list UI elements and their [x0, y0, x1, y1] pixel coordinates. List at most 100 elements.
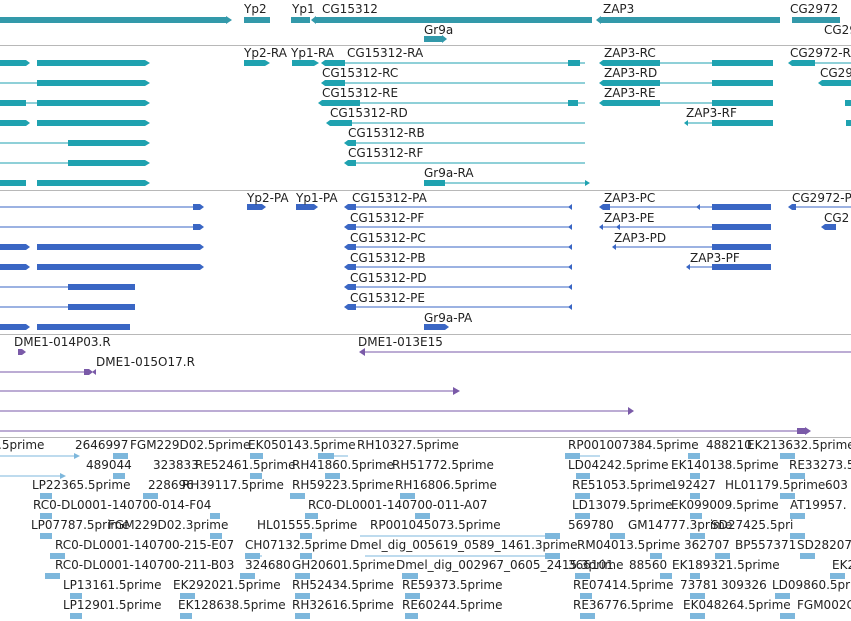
est-feature-10[interactable] [325, 473, 340, 479]
feature-label-ch07132-5prime[interactable]: CH07132.5prime [245, 538, 347, 552]
transcript-left-b-6[interactable] [0, 324, 130, 330]
feature-label-gm14777-3prime[interactable]: GM14777.3prime [628, 518, 732, 532]
feature-label-rc0-dl0001-140700-215-e07[interactable]: RC0-DL0001-140700-215-E07 [55, 538, 234, 552]
feature-label-ld09860-5pri[interactable]: LD09860.5pri [772, 578, 851, 592]
feature-label-yp2-pa[interactable]: Yp2-PA [246, 191, 289, 205]
transcript-cg15312-a-4[interactable] [344, 140, 585, 146]
est-feature-43[interactable] [240, 573, 255, 579]
est-feature-18[interactable] [575, 493, 590, 499]
transcript-cg2972-b[interactable] [788, 204, 851, 210]
feature-label-309326[interactable]: 309326 [721, 578, 767, 592]
feature-label-fgm002c[interactable]: FGM002C [797, 598, 851, 612]
transcript-left-b-3[interactable] [0, 264, 204, 270]
est-feature-30[interactable] [300, 533, 312, 539]
feature-label-ek189321-5prime[interactable]: EK189321.5prime [672, 558, 780, 572]
feature-label-cg2972[interactable]: CG2972 [790, 2, 838, 16]
est-feature-1[interactable] [113, 453, 128, 459]
transcript-zap3-b-0[interactable] [599, 204, 771, 210]
est-feature-49[interactable] [830, 573, 845, 579]
feature-label-cg2972-p[interactable]: CG2972-P [792, 191, 851, 205]
feature-label-192427[interactable]: 192427 [670, 478, 716, 492]
transcript-left-b-1[interactable] [0, 224, 204, 230]
clone-dme1-013e15[interactable] [359, 348, 851, 356]
transcript-left-b-0[interactable] [0, 204, 204, 210]
est-feature-15[interactable] [143, 493, 158, 499]
transcript-left-a-0[interactable] [0, 60, 150, 66]
gene-bar-gr9a[interactable] [424, 35, 447, 43]
est-feature-44[interactable] [295, 573, 310, 579]
est-feature-7[interactable] [0, 473, 66, 479]
feature-label-228696[interactable]: 228696 [148, 478, 194, 492]
feature-label-re07414-5prime[interactable]: RE07414.5prime [573, 578, 674, 592]
transcript-left-b-4[interactable] [0, 284, 135, 290]
est-feature-42[interactable] [45, 573, 60, 579]
feature-label-cg29[interactable]: CG29 [824, 23, 851, 37]
est-feature-38[interactable] [365, 553, 560, 559]
feature-label-zap3[interactable]: ZAP3 [603, 2, 634, 16]
feature-label-dmel-dig-005619-0589-1461-3prime[interactable]: Dmel_dig_005619_0589_1461.3prime [350, 538, 578, 552]
transcript-left-a-3[interactable] [0, 120, 150, 126]
feature-label-ek213632-5prime[interactable]: EK213632.5prime [747, 438, 851, 452]
feature-label-yp1-ra[interactable]: Yp1-RA [290, 46, 335, 60]
feature-label-gr9a-pa[interactable]: Gr9a-PA [424, 311, 473, 325]
feature-label-lp12901-5prime[interactable]: LP12901.5prime [63, 598, 162, 612]
est-feature-52[interactable] [295, 593, 310, 599]
transcript-cg15312-a-0[interactable] [321, 60, 585, 66]
est-feature-60[interactable] [405, 613, 418, 619]
gene-bar-zap3[interactable] [596, 16, 780, 24]
est-feature-31[interactable] [360, 533, 560, 539]
est-feature-32[interactable] [610, 533, 625, 539]
est-feature-57[interactable] [70, 613, 82, 619]
feature-label-zap3-rf[interactable]: ZAP3-RF [686, 106, 737, 120]
est-feature-4[interactable] [565, 453, 600, 459]
feature-label-cg15312[interactable]: CG15312 [322, 2, 378, 16]
feature-label-zap3-pc[interactable]: ZAP3-PC [604, 191, 655, 205]
feature-label-cg15312-ra[interactable]: CG15312-RA [347, 46, 424, 60]
feature-label-rh39117-5prime[interactable]: RH39117.5prime [182, 478, 284, 492]
est-feature-26[interactable] [690, 513, 702, 519]
transcript-zap3-a-2[interactable] [599, 100, 773, 106]
feature-label-ek2[interactable]: EK2 [832, 558, 851, 572]
feature-label-cg15312-pa[interactable]: CG15312-PA [352, 191, 428, 205]
transcript-yp1-ra[interactable] [292, 60, 319, 66]
feature-label-dme1-014p03-r[interactable]: DME1-014P03.R [14, 335, 111, 349]
feature-label-rh59223-5prime[interactable]: RH59223.5prime [292, 478, 394, 492]
clone-row-431[interactable] [0, 427, 811, 435]
gene-bar-yp1[interactable] [291, 17, 310, 23]
feature-label-cg15312-pc[interactable]: CG15312-PC [350, 231, 426, 245]
feature-label-362707[interactable]: 362707 [684, 538, 730, 552]
feature-label-ek099009-5prime[interactable]: EK099009.5prime [671, 498, 779, 512]
feature-label-zap3-re[interactable]: ZAP3-RE [604, 86, 656, 100]
transcript-zap3-a-1[interactable] [599, 80, 773, 86]
transcript-left-a-5[interactable] [0, 160, 150, 166]
est-feature-28[interactable] [40, 533, 52, 539]
est-feature-17[interactable] [400, 493, 415, 499]
est-feature-46[interactable] [575, 573, 590, 579]
feature-label-rm04013-5prime[interactable]: RM04013.5prime [577, 538, 680, 552]
feature-label-569780[interactable]: 569780 [568, 518, 614, 532]
est-feature-36[interactable] [245, 553, 262, 559]
est-feature-47[interactable] [660, 573, 672, 579]
transcript-left-a-4[interactable] [0, 140, 150, 146]
feature-label-at19957[interactable]: AT19957. [790, 498, 847, 512]
feature-label-rh52434-5prime[interactable]: RH52434.5prime [292, 578, 394, 592]
est-feature-12[interactable] [690, 473, 700, 479]
feature-label-re60244-5prime[interactable]: RE60244.5prime [402, 598, 503, 612]
feature-label-366101[interactable]: 366101 [568, 558, 614, 572]
transcript-zap3-b-3[interactable] [686, 264, 771, 270]
est-feature-22[interactable] [210, 513, 220, 519]
feature-label-rh16806-5prime[interactable]: RH16806.5prime [395, 478, 497, 492]
feature-label-hl01555-5prime[interactable]: HL01555.5prime [257, 518, 357, 532]
est-feature-53[interactable] [405, 593, 420, 599]
feature-label-cg2972-ra[interactable]: CG2972-RA [790, 46, 851, 60]
feature-label-88560[interactable]: 88560 [629, 558, 667, 572]
transcript-cg15312-a-2[interactable] [318, 100, 585, 106]
est-feature-8[interactable] [113, 473, 125, 479]
feature-label-zap3-rd[interactable]: ZAP3-RD [604, 66, 657, 80]
feature-label-re59373-5prime[interactable]: RE59373.5prime [402, 578, 503, 592]
est-feature-24[interactable] [415, 513, 430, 519]
feature-label-zap3-pf[interactable]: ZAP3-PF [690, 251, 740, 265]
est-feature-56[interactable] [775, 593, 790, 599]
feature-label-lp22365-5prime[interactable]: LP22365.5prime [32, 478, 131, 492]
